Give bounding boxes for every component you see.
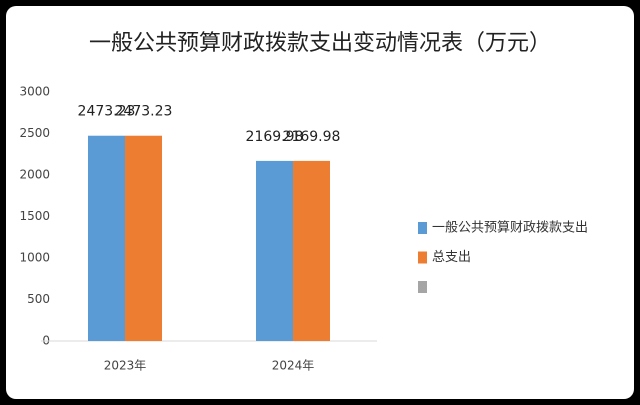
y-tick-label: 500 <box>27 292 50 306</box>
value-label: 2169.98 <box>246 129 304 145</box>
value-label: 2473.23 <box>78 104 136 120</box>
bar <box>256 160 293 341</box>
value-label: 2473.23 <box>115 104 173 120</box>
y-tick-label: 2500 <box>19 126 50 140</box>
legend-swatch <box>418 281 427 293</box>
value-label: 2169.98 <box>283 129 341 145</box>
y-tick-label: 3000 <box>19 85 50 99</box>
x-tick-label: 2023年 <box>104 359 147 373</box>
y-tick-label: 2000 <box>19 168 50 182</box>
bar <box>125 135 162 341</box>
bar <box>88 135 125 341</box>
y-tick-label: 1000 <box>19 251 50 265</box>
legend-swatch <box>418 251 427 264</box>
bar <box>293 160 330 341</box>
legend-label: 一般公共预算财政拨款支出 <box>432 220 588 236</box>
x-tick-label: 2024年 <box>272 359 315 373</box>
y-tick-label: 1500 <box>19 209 50 223</box>
chart-title: 一般公共预算财政拨款支出变动情况表（万元） <box>89 31 551 56</box>
legend-label: 总支出 <box>432 250 471 265</box>
legend-swatch <box>418 222 427 234</box>
